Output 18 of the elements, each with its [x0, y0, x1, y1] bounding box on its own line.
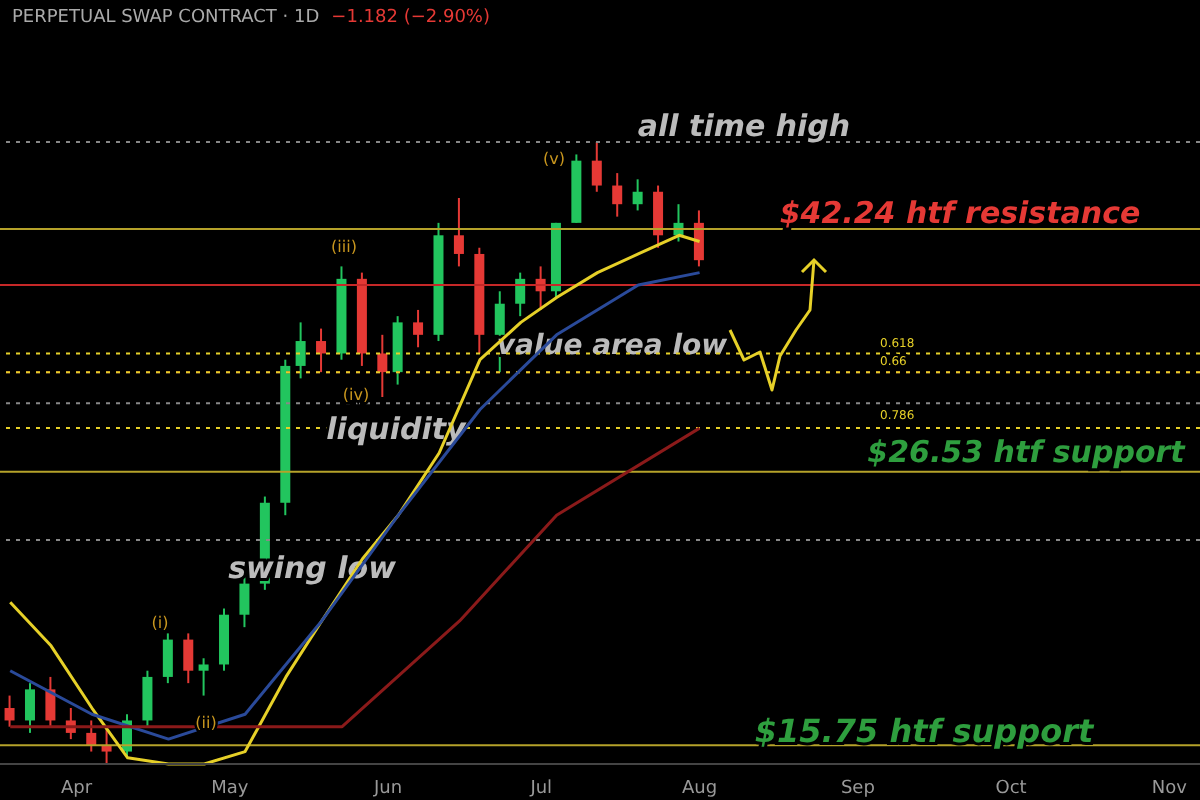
annotation: (iv) [342, 386, 370, 405]
chart-title: PERPETUAL SWAP CONTRACT · 1D [12, 8, 320, 28]
x-tick-label: Apr [61, 778, 93, 799]
x-tick-label: Jun [372, 778, 403, 799]
x-tick-label: May [211, 778, 250, 799]
ref-line-label: all time high [637, 108, 851, 145]
x-tick-label: Oct [995, 778, 1028, 799]
x-tick-label: Aug [682, 778, 718, 799]
annotation: (iii) [331, 238, 357, 257]
ref-line-label: $15.75 htf support [754, 712, 1096, 751]
x-tick-label: Jul [528, 778, 553, 799]
text: −1.182 (−2.90%) [331, 8, 490, 28]
ref-line-label: $42.24 htf resistance [779, 195, 1141, 232]
annotation: (i) [151, 614, 169, 633]
x-tick-label: Nov [1151, 778, 1189, 799]
ref-line-label: $26.53 htf support [867, 433, 1187, 470]
x-tick-label: Sep [840, 778, 876, 799]
annotation: (v) [543, 150, 565, 169]
